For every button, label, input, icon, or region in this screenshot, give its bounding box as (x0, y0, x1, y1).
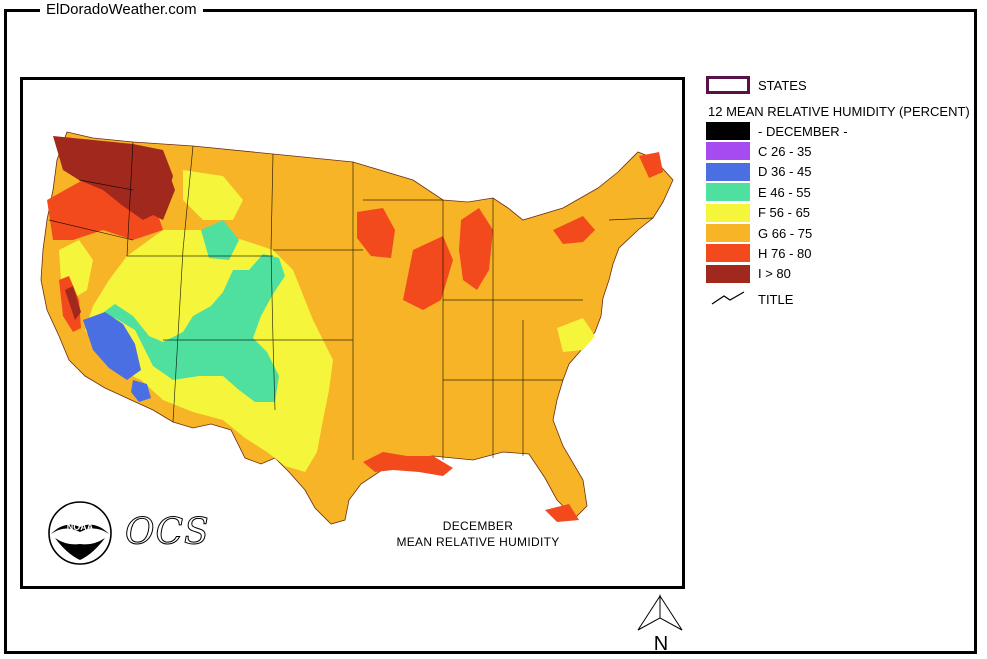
legend-swatch (706, 203, 750, 222)
ocs-mark: OCS (125, 512, 210, 554)
legend-item-title: TITLE (706, 289, 793, 309)
legend-swatch (706, 224, 750, 242)
outer-frame (4, 9, 977, 654)
zone-red-michigan (459, 208, 493, 290)
zone-green-southwest (93, 254, 285, 402)
zone-yellow-montana (183, 170, 243, 220)
zone-red-maine (639, 152, 663, 178)
legend-label-states: STATES (758, 77, 807, 93)
caption-title: MEAN RELATIVE HUMIDITY (396, 535, 560, 549)
zone-darkred-ca (65, 286, 81, 320)
noaa-logo-text: NOAA (67, 522, 94, 532)
zone-blue-az (131, 380, 151, 402)
map-frame: NOAA OCS DECEMBER MEAN RELATIVE HUMIDITY (20, 77, 685, 589)
legend-item: C 26 - 35 (706, 141, 811, 161)
legend-heading: 12 MEAN RELATIVE HUMIDITY (PERCENT) (708, 104, 970, 119)
states-swatch (706, 76, 750, 94)
zone-red-greatlakes (403, 236, 453, 310)
legend-item: D 36 - 45 (706, 162, 811, 182)
north-arrow-icon: N (637, 594, 683, 654)
legend-swatch (706, 162, 750, 181)
humidity-map (40, 131, 674, 525)
legend-swatch (706, 142, 750, 161)
legend-swatch (706, 122, 750, 140)
legend-label: E 46 - 55 (758, 184, 811, 200)
state-boundaries (48, 141, 654, 460)
site-title: ElDoradoWeather.com (40, 1, 203, 19)
legend-swatch (706, 183, 750, 202)
zone-red-gulf (363, 452, 453, 476)
legend-label: G 66 - 75 (758, 225, 813, 241)
noaa-logo: NOAA (48, 501, 112, 565)
legend-item: H 76 - 80 (706, 243, 811, 263)
legend-label-title: TITLE (758, 291, 794, 307)
map-caption: DECEMBER MEAN RELATIVE HUMIDITY (383, 518, 573, 550)
legend-label: - DECEMBER - (758, 123, 848, 139)
title-line-icon (711, 291, 745, 305)
zone-green-wyoming (201, 220, 239, 260)
zone-yellow-carolinas (557, 318, 595, 352)
zone-red-ny (553, 216, 595, 244)
zone-red-florida-keys (545, 504, 579, 522)
legend-label: C 26 - 35 (758, 143, 812, 159)
legend-swatch (706, 244, 750, 263)
legend-label: I > 80 (758, 266, 791, 282)
zone-red-minnesota (357, 208, 395, 258)
legend-swatch (706, 264, 750, 283)
legend-label: H 76 - 80 (758, 245, 812, 261)
zone-blue-nevada (83, 312, 141, 380)
caption-month: DECEMBER (442, 519, 514, 533)
zone-darkred-idaho (135, 156, 175, 220)
legend-item: E 46 - 55 (706, 182, 811, 202)
legend-label: D 36 - 45 (758, 164, 812, 180)
legend-item: - DECEMBER - (706, 121, 848, 141)
legend-item: F 56 - 65 (706, 203, 810, 223)
north-label: N (654, 633, 668, 654)
legend-item: G 66 - 75 (706, 223, 812, 243)
legend-item-states: STATES (706, 75, 807, 95)
legend-item: I > 80 (706, 264, 791, 284)
legend-label: F 56 - 65 (758, 205, 811, 221)
